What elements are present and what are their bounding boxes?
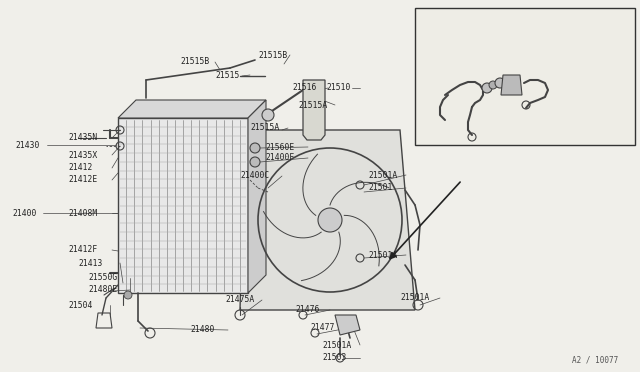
Text: 21516: 21516 [292, 83, 316, 93]
Text: 21412F: 21412F [68, 246, 97, 254]
Text: FOR POWER STEERING: FOR POWER STEERING [420, 20, 516, 29]
Polygon shape [415, 8, 635, 145]
Text: 21505: 21505 [509, 33, 533, 42]
Polygon shape [240, 130, 415, 310]
Text: 21408M: 21408M [68, 208, 97, 218]
Text: 21475A: 21475A [225, 295, 254, 305]
Text: 21510: 21510 [326, 83, 350, 93]
Text: A2 / 10077: A2 / 10077 [572, 356, 618, 365]
Text: 21515A: 21515A [250, 124, 279, 132]
Polygon shape [248, 100, 266, 293]
Polygon shape [335, 315, 360, 335]
Text: 21503A: 21503A [497, 106, 526, 115]
Polygon shape [501, 75, 522, 95]
Polygon shape [118, 100, 266, 118]
Text: 21477: 21477 [310, 324, 334, 333]
Text: 21503P: 21503P [422, 74, 451, 83]
Text: 21400C: 21400C [240, 171, 269, 180]
Text: 21560E: 21560E [265, 142, 294, 151]
Text: 21515A: 21515A [298, 100, 327, 109]
Text: 21501A: 21501A [322, 340, 351, 350]
Polygon shape [303, 80, 325, 140]
Circle shape [250, 157, 260, 167]
Text: 21503: 21503 [322, 353, 346, 362]
Text: 21476: 21476 [295, 305, 319, 314]
Text: 21400: 21400 [12, 208, 36, 218]
Text: 21480: 21480 [190, 326, 214, 334]
Text: 21515: 21515 [215, 71, 239, 80]
Polygon shape [118, 118, 248, 293]
Text: 21503: 21503 [560, 103, 584, 112]
Circle shape [489, 81, 497, 89]
Circle shape [250, 143, 260, 153]
Circle shape [495, 78, 505, 88]
Text: 21501A: 21501A [400, 294, 429, 302]
Text: 21413: 21413 [78, 259, 102, 267]
Text: 21501: 21501 [368, 183, 392, 192]
Text: 21412E: 21412E [68, 176, 97, 185]
Circle shape [262, 109, 274, 121]
Text: 21515B: 21515B [258, 51, 287, 60]
Text: 21435X: 21435X [68, 151, 97, 160]
Circle shape [482, 83, 492, 93]
Text: 21430: 21430 [15, 141, 40, 150]
Circle shape [318, 208, 342, 232]
Text: 21435N: 21435N [68, 134, 97, 142]
Text: 21504: 21504 [68, 301, 92, 310]
Text: 21501A: 21501A [368, 250, 397, 260]
Text: 21412: 21412 [68, 164, 92, 173]
Text: 21400F: 21400F [265, 154, 294, 163]
Circle shape [124, 291, 132, 299]
Text: 21503A: 21503A [560, 77, 589, 87]
Text: 21501A: 21501A [368, 170, 397, 180]
Text: 21550G: 21550G [88, 273, 117, 282]
Text: 21480E: 21480E [88, 285, 117, 295]
Text: 21515B: 21515B [180, 58, 209, 67]
